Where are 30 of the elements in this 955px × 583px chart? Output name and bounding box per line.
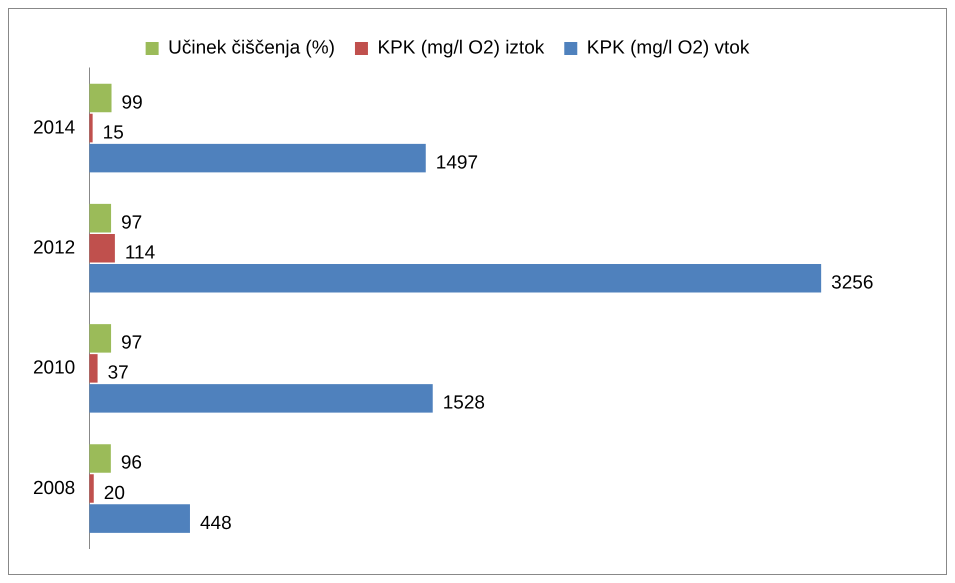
legend-label: KPK (mg/l O2) vtok (586, 38, 750, 59)
bar (89, 264, 822, 293)
data-label: 15 (102, 122, 124, 144)
bar (89, 144, 426, 172)
data-label: 448 (200, 512, 232, 534)
bar (89, 354, 98, 383)
bar (89, 474, 94, 503)
bar (89, 384, 433, 413)
data-label: 37 (108, 362, 129, 384)
y-tick-label: 2014 (32, 117, 76, 138)
data-label: 97 (121, 212, 142, 234)
bar (89, 324, 112, 353)
data-label: 114 (124, 242, 156, 264)
y-tick-label: 2012 (32, 237, 76, 258)
legend-label: KPK (mg/l O2) iztok (377, 38, 545, 59)
bar (89, 504, 190, 533)
y-tick-label: 2010 (32, 358, 76, 379)
y-tick-label: 2008 (32, 478, 76, 499)
data-label: 1497 (436, 152, 478, 174)
bar (89, 84, 112, 112)
data-label: 99 (122, 92, 143, 114)
legend-label: Učinek čiščenja (%) (168, 38, 335, 59)
data-label: 1528 (442, 392, 486, 414)
bar (89, 444, 111, 473)
data-label: 20 (104, 482, 125, 504)
bar (89, 234, 115, 262)
data-label: 3256 (831, 272, 874, 294)
bar (89, 204, 112, 232)
data-label: 97 (121, 332, 142, 354)
data-label: 96 (120, 452, 142, 474)
